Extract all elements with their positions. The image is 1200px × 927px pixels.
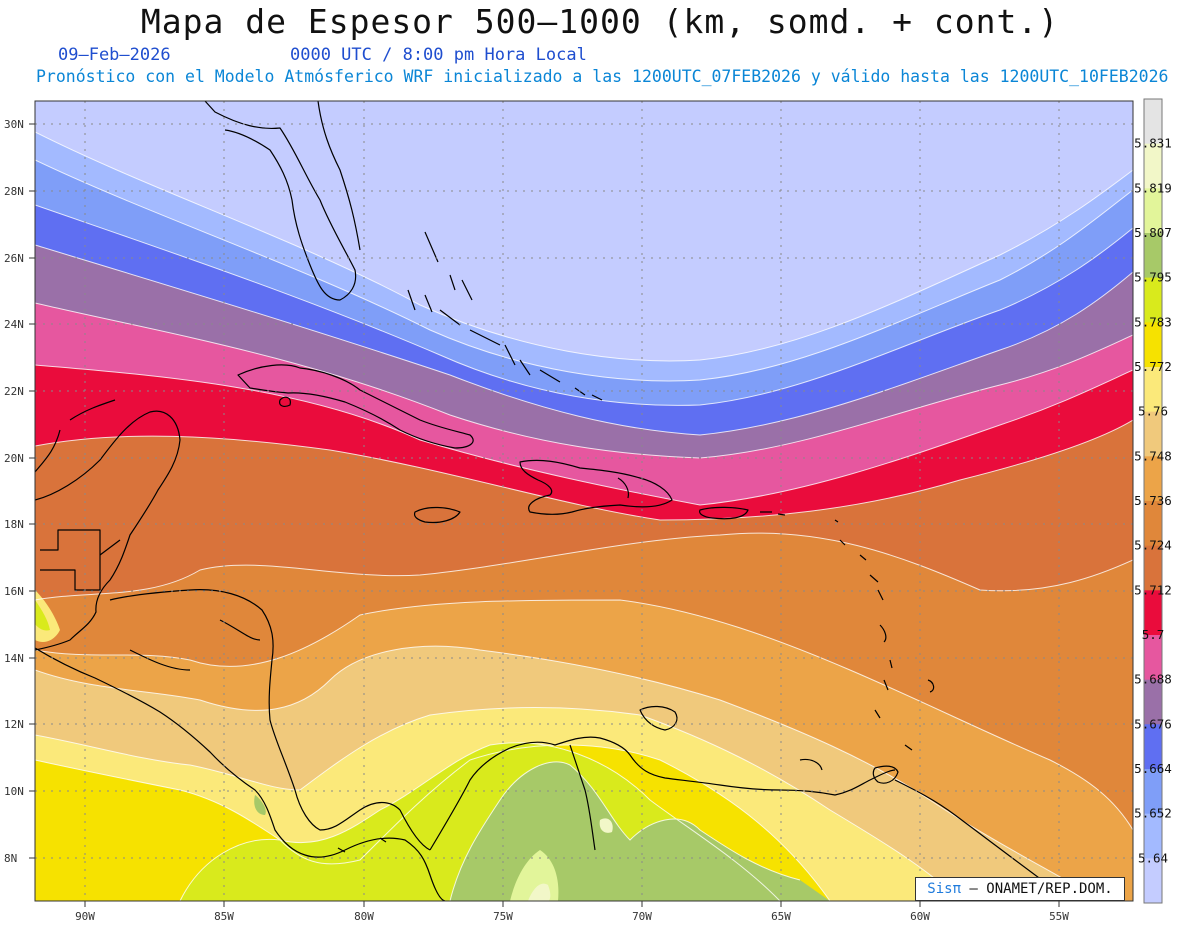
lat-label: 8N bbox=[4, 852, 17, 865]
lat-label: 26N bbox=[4, 252, 24, 265]
thickness-contour-lines bbox=[35, 131, 1133, 901]
colorbar-swatch bbox=[1144, 99, 1162, 145]
lat-label: 12N bbox=[4, 718, 24, 731]
lat-label: 30N bbox=[4, 118, 24, 131]
colorbar-label: 5.7 bbox=[1142, 627, 1165, 642]
lon-label: 85W bbox=[214, 910, 234, 923]
colorbar-label: 5.76 bbox=[1138, 404, 1168, 419]
lon-label: 75W bbox=[493, 910, 513, 923]
forecast-time: 0000 UTC / 8:00 pm Hora Local bbox=[290, 45, 587, 65]
lat-label: 14N bbox=[4, 652, 24, 665]
colorbar-swatch bbox=[1144, 277, 1162, 323]
forecast-date: 09–Feb–2026 bbox=[58, 45, 171, 65]
lat-label: 24N bbox=[4, 318, 24, 331]
colorbar-swatch bbox=[1144, 813, 1162, 859]
colorbar-label: 5.64 bbox=[1138, 850, 1168, 865]
colorbar-swatch bbox=[1144, 143, 1162, 189]
colorbar: 5.831 5.819 5.807 5.795 5.783 5.772 5.76 5.748 5… bbox=[1134, 98, 1172, 904]
lon-label: 65W bbox=[771, 910, 791, 923]
colorbar-swatch bbox=[1144, 635, 1162, 681]
colorbar-swatch bbox=[1144, 501, 1162, 547]
colorbar-swatch bbox=[1144, 724, 1162, 770]
latitude-ticks bbox=[29, 123, 35, 859]
graticule bbox=[35, 101, 1133, 901]
lon-label: 55W bbox=[1049, 910, 1069, 923]
map-frame bbox=[34, 100, 1134, 902]
colorbar-swatch bbox=[1144, 322, 1162, 368]
colorbar-label: 5.772 bbox=[1134, 359, 1172, 374]
map-title: Mapa de Espesor 500—1000 (km, somd. + co… bbox=[140, 2, 1060, 41]
colorbar-label: 5.783 bbox=[1134, 314, 1172, 329]
lon-label: 60W bbox=[910, 910, 930, 923]
colorbar-swatch bbox=[1144, 411, 1162, 457]
colorbar-swatch bbox=[1144, 679, 1162, 725]
sispi-logo: Sisπ bbox=[927, 881, 961, 897]
model-run-subtitle: Pronóstico con el Modelo Atmósferico WRF… bbox=[36, 67, 1169, 86]
lon-label: 80W bbox=[354, 910, 374, 923]
longitude-ticks bbox=[84, 901, 1060, 907]
colorbar-swatch bbox=[1144, 456, 1162, 502]
lat-label: 18N bbox=[4, 518, 24, 531]
colorbar-frame bbox=[1143, 98, 1163, 904]
colorbar-swatch bbox=[1144, 769, 1162, 815]
colorbar-swatch bbox=[1144, 545, 1162, 591]
lat-label: 20N bbox=[4, 452, 24, 465]
credit-text: – ONAMET/REP.DOM. bbox=[961, 881, 1113, 897]
lat-label: 22N bbox=[4, 385, 24, 398]
colorbar-label: 5.795 bbox=[1134, 270, 1172, 285]
colorbar-label: 5.664 bbox=[1134, 761, 1172, 776]
filled-contours bbox=[35, 101, 1133, 901]
colorbar-swatch bbox=[1144, 367, 1162, 413]
lat-label: 16N bbox=[4, 585, 24, 598]
colorbar-swatch bbox=[1144, 858, 1162, 904]
colorbar-label: 5.712 bbox=[1134, 582, 1172, 597]
lat-label: 28N bbox=[4, 185, 24, 198]
colorbar-label: 5.652 bbox=[1134, 806, 1172, 821]
colorbar-label: 5.819 bbox=[1134, 180, 1172, 195]
colorbar-label: 5.676 bbox=[1134, 716, 1172, 731]
colorbar-label: 5.748 bbox=[1134, 448, 1172, 463]
lon-label: 70W bbox=[632, 910, 652, 923]
colorbar-swatch bbox=[1144, 188, 1162, 234]
lon-label: 90W bbox=[75, 910, 95, 923]
colorbar-label: 5.831 bbox=[1134, 136, 1172, 151]
colorbar-label: 5.807 bbox=[1134, 225, 1172, 240]
latitude-labels: 30N 28N 26N 24N 22N 20N 18N 16N 14N 12N … bbox=[4, 118, 24, 865]
credit-box: Sisπ – ONAMET/REP.DOM. bbox=[915, 877, 1125, 901]
colorbar-swatch bbox=[1144, 590, 1162, 636]
colorbar-label: 5.688 bbox=[1134, 672, 1172, 687]
longitude-labels: 90W 85W 80W 75W 70W 65W 60W 55W bbox=[75, 910, 1069, 923]
colorbar-label: 5.736 bbox=[1134, 493, 1172, 508]
colorbar-swatch bbox=[1144, 233, 1162, 279]
colorbar-label: 5.724 bbox=[1134, 538, 1172, 553]
lat-label: 10N bbox=[4, 785, 24, 798]
